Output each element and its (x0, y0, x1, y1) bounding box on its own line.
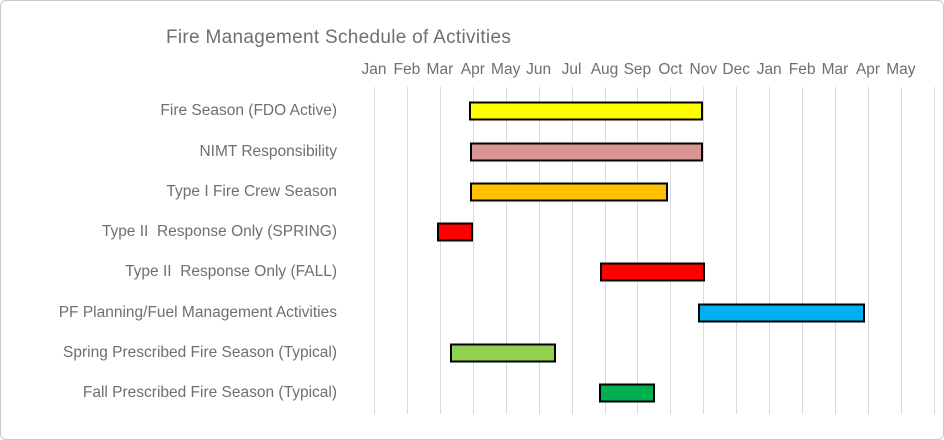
gridline (604, 87, 606, 414)
row-label: Type II Response Only (FALL) (125, 263, 337, 281)
month-label: May (886, 61, 916, 78)
gridline (868, 87, 869, 414)
gridline (637, 87, 639, 414)
gantt-bar (469, 142, 703, 161)
gridline (472, 87, 474, 414)
month-label: Jun (526, 61, 552, 78)
row-label: Type I Fire Crew Season (166, 182, 337, 200)
month-label: Jan (361, 61, 387, 78)
month-label: Aug (590, 61, 619, 78)
gridline (703, 87, 705, 414)
month-label: Feb (788, 61, 816, 78)
gridline (406, 87, 408, 414)
gantt-bar (600, 262, 706, 282)
month-label: Jul (561, 61, 582, 78)
gantt-bar (469, 182, 669, 202)
row-label: NIMT Responsibility (199, 142, 337, 160)
month-label: Apr (855, 61, 881, 78)
gantt-bar (698, 303, 865, 323)
gridline (571, 87, 573, 414)
row-label: Spring Prescribed Fire Season (Typical) (63, 343, 337, 361)
gridline (900, 87, 902, 414)
month-label: Oct (658, 61, 683, 78)
month-label: Nov (689, 61, 718, 78)
gridline (505, 87, 507, 414)
row-label: PF Planning/Fuel Management Activities (58, 303, 337, 321)
gridline (933, 87, 935, 414)
month-label: Mar (821, 61, 849, 78)
month-label: Apr (460, 61, 485, 78)
chart-title: Fire Management Schedule of Activities (166, 27, 512, 48)
gridline (538, 87, 540, 414)
row-label: Type II Response Only (SPRING) (101, 223, 337, 240)
gridline (769, 87, 771, 414)
row-label: Fire Season (FDO Active) (160, 102, 337, 120)
gridline (802, 87, 804, 414)
gantt-bar (599, 383, 656, 403)
gantt-bar (468, 101, 703, 121)
gantt-bar (436, 222, 474, 242)
month-label: Mar (426, 61, 454, 78)
gridline (670, 87, 672, 414)
gantt-bar (450, 343, 557, 363)
month-label: Feb (393, 61, 421, 78)
month-label: May (491, 61, 521, 78)
month-label: Jan (756, 61, 782, 78)
gridline (835, 87, 836, 414)
gridline (736, 87, 738, 414)
month-label: Dec (722, 61, 750, 78)
month-label: Sep (623, 61, 652, 78)
row-label: Fall Prescribed Fire Season (Typical) (82, 384, 337, 402)
gridline (374, 87, 375, 414)
gridline (439, 87, 441, 414)
